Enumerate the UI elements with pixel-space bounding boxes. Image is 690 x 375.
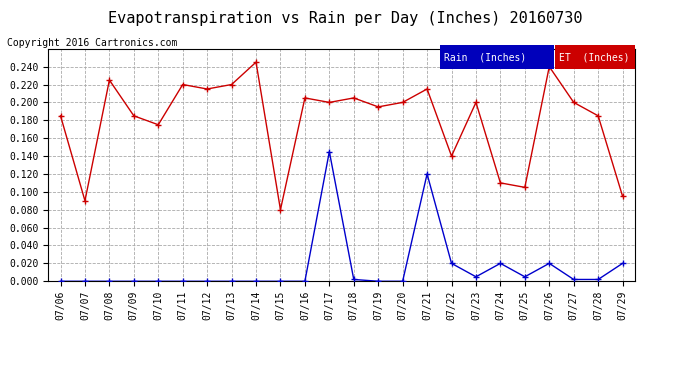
Text: ET  (Inches): ET (Inches) [559,52,629,62]
Text: Rain  (Inches): Rain (Inches) [444,52,526,62]
Text: Evapotranspiration vs Rain per Day (Inches) 20160730: Evapotranspiration vs Rain per Day (Inch… [108,11,582,26]
Text: Copyright 2016 Cartronics.com: Copyright 2016 Cartronics.com [7,38,177,48]
